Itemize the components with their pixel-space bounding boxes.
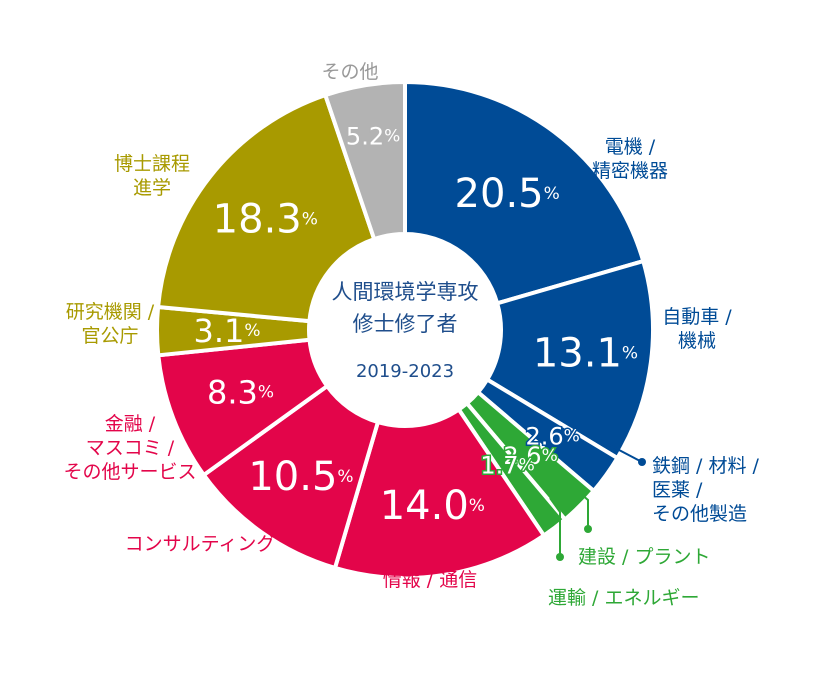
leader-line-5 (549, 497, 561, 557)
category-label-line: コンサルティング (125, 533, 276, 555)
value-label-1: 20.5% (455, 171, 560, 217)
category-label-line: 官公庁 (81, 325, 138, 347)
category-label-6: 情報 / 通信 (383, 569, 477, 591)
category-label-9: 研究機関 /官公庁 (66, 301, 155, 347)
value-label-5: 1.7% (480, 452, 534, 480)
value-label-6: 14.0% (380, 483, 485, 529)
category-label-line: 運輸 / エネルギー (548, 587, 699, 609)
category-label-line: その他サービス (63, 461, 196, 483)
value-label-unit: % (544, 184, 560, 204)
category-label-line: 鉄鋼 / 材料 / (652, 455, 760, 477)
category-label-line: その他製造 (652, 503, 747, 525)
value-label-10: 18.3% (213, 197, 318, 243)
value-label-unit: % (622, 344, 638, 364)
value-label-unit: % (542, 446, 558, 466)
value-label-unit: % (302, 210, 318, 230)
value-label-unit: % (258, 383, 274, 403)
leader-dot-4 (584, 525, 592, 533)
center-title-line-1: 人間環境学専攻 (332, 280, 479, 304)
category-label-1: 電機 /精密機器 (592, 136, 668, 182)
leader-line-4 (573, 487, 589, 529)
category-label-line: 機械 (678, 330, 716, 352)
category-label-8: 金融 /マスコミ /その他サービス (63, 413, 196, 483)
value-label-unit: % (337, 467, 353, 487)
category-label-2: 自動車 /機械 (662, 306, 732, 352)
category-label-line: マスコミ / (86, 437, 175, 459)
value-label-2: 13.1% (533, 331, 638, 377)
slice-10 (156, 93, 377, 324)
value-label-unit: % (564, 426, 580, 446)
leader-dot-3 (638, 458, 646, 466)
category-label-10: 博士課程進学 (114, 153, 190, 199)
value-labels-layer: 20.5%13.1%2.6%2.6%1.7%14.0%10.5%8.3%3.1%… (193, 121, 638, 529)
slices-layer (155, 80, 655, 580)
slice-1 (403, 80, 646, 306)
center-period: 2019-2023 (356, 361, 454, 382)
category-label-5: 運輸 / エネルギー (548, 587, 699, 609)
category-label-line: 電機 / (605, 136, 656, 158)
value-label-unit: % (244, 321, 260, 341)
category-label-line: 建設 / プラント (578, 546, 710, 568)
category-label-line: その他 (321, 61, 378, 83)
slice-11 (323, 80, 407, 242)
category-label-line: 金融 / (105, 413, 156, 435)
value-label-11: 5.2% (346, 123, 400, 151)
category-label-line: 情報 / 通信 (383, 569, 477, 591)
slice-6 (332, 407, 546, 580)
value-label-4: 2.6% (503, 442, 557, 470)
center-title-line-2: 修士修了者 (353, 312, 458, 336)
category-label-line: 精密機器 (592, 160, 668, 182)
slice-7 (201, 384, 380, 570)
center-title: 人間環境学専攻 修士修了者 2019-2023 (332, 280, 479, 382)
category-label-line: 医薬 / (652, 479, 703, 501)
value-label-unit: % (384, 127, 400, 147)
category-label-line: 博士課程 (114, 153, 190, 175)
category-label-11: その他 (321, 61, 378, 83)
leader-lines-layer (549, 439, 646, 561)
leader-line-3 (599, 439, 643, 463)
category-label-line: 自動車 / (662, 306, 732, 328)
value-label-unit: % (519, 456, 535, 476)
category-label-line: 進学 (133, 177, 171, 199)
value-label-unit: % (469, 496, 485, 516)
category-label-line: 研究機関 / (66, 301, 155, 323)
category-label-3: 鉄鋼 / 材料 /医薬 /その他製造 (652, 455, 760, 525)
leader-dot-5 (556, 553, 564, 561)
category-label-7: コンサルティング (125, 533, 276, 555)
category-label-4: 建設 / プラント (578, 546, 710, 568)
value-label-7: 10.5% (248, 454, 353, 500)
slice-2 (485, 259, 655, 461)
